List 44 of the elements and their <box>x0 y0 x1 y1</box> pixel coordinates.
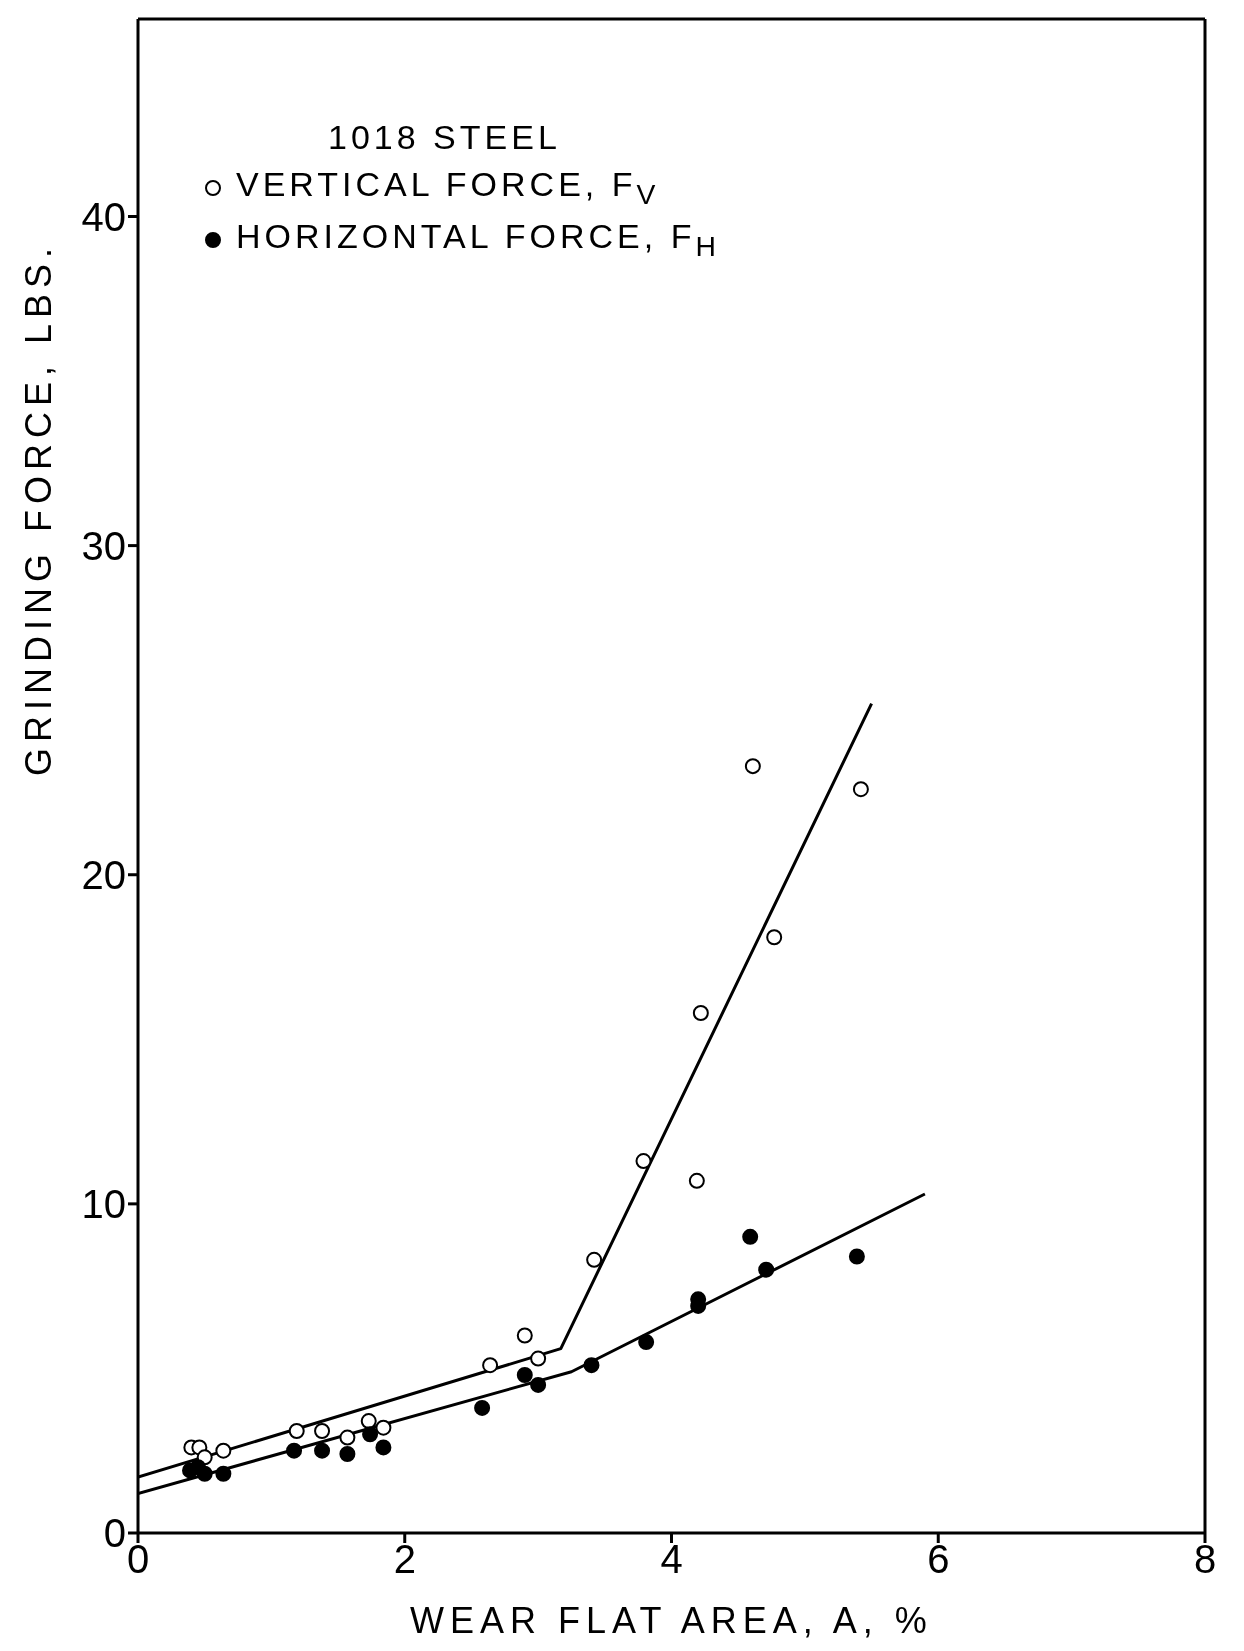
point <box>638 1334 655 1351</box>
x-tick-label: 2 <box>393 1537 416 1582</box>
x-tick-label: 8 <box>1193 1537 1217 1582</box>
point <box>196 1465 213 1482</box>
point <box>530 1350 547 1367</box>
point <box>288 1422 305 1439</box>
point <box>339 1446 356 1463</box>
point <box>742 1228 759 1245</box>
y-tick-label: 40 <box>81 194 126 239</box>
point <box>744 758 761 775</box>
legend-label: HORIZONTAL FORCE, F$_{H}$ <box>236 216 720 263</box>
point <box>360 1413 377 1430</box>
point <box>635 1153 652 1170</box>
point <box>215 1442 232 1459</box>
point <box>758 1261 775 1278</box>
point <box>586 1251 603 1268</box>
point <box>688 1172 705 1189</box>
point <box>848 1248 865 1265</box>
point <box>516 1327 533 1344</box>
x-axis-title: WEAR FLAT AREA, A, % <box>410 1600 933 1641</box>
y-tick-label: 20 <box>81 852 126 897</box>
point <box>215 1465 232 1482</box>
point <box>314 1422 331 1439</box>
point <box>375 1439 392 1456</box>
y-axis-title: GRINDING FORCE, LBS. <box>17 241 59 776</box>
point <box>482 1357 499 1374</box>
y-tick-label: 30 <box>81 523 126 568</box>
point <box>516 1367 533 1384</box>
point <box>852 781 869 798</box>
point <box>766 929 783 946</box>
point <box>375 1419 392 1436</box>
y-tick-label: 10 <box>81 1182 126 1227</box>
point <box>692 1004 709 1021</box>
point <box>286 1442 303 1459</box>
point <box>339 1429 356 1446</box>
point <box>530 1376 547 1393</box>
point <box>474 1399 491 1416</box>
x-tick-label: 6 <box>927 1537 950 1582</box>
legend-title: 1018 STEEL <box>328 118 562 157</box>
x-tick-label: 4 <box>660 1537 683 1582</box>
point <box>362 1426 379 1443</box>
legend-label: VERTICAL FORCE, F$_{V}$ <box>236 165 660 211</box>
point <box>314 1442 331 1459</box>
point <box>583 1357 600 1374</box>
